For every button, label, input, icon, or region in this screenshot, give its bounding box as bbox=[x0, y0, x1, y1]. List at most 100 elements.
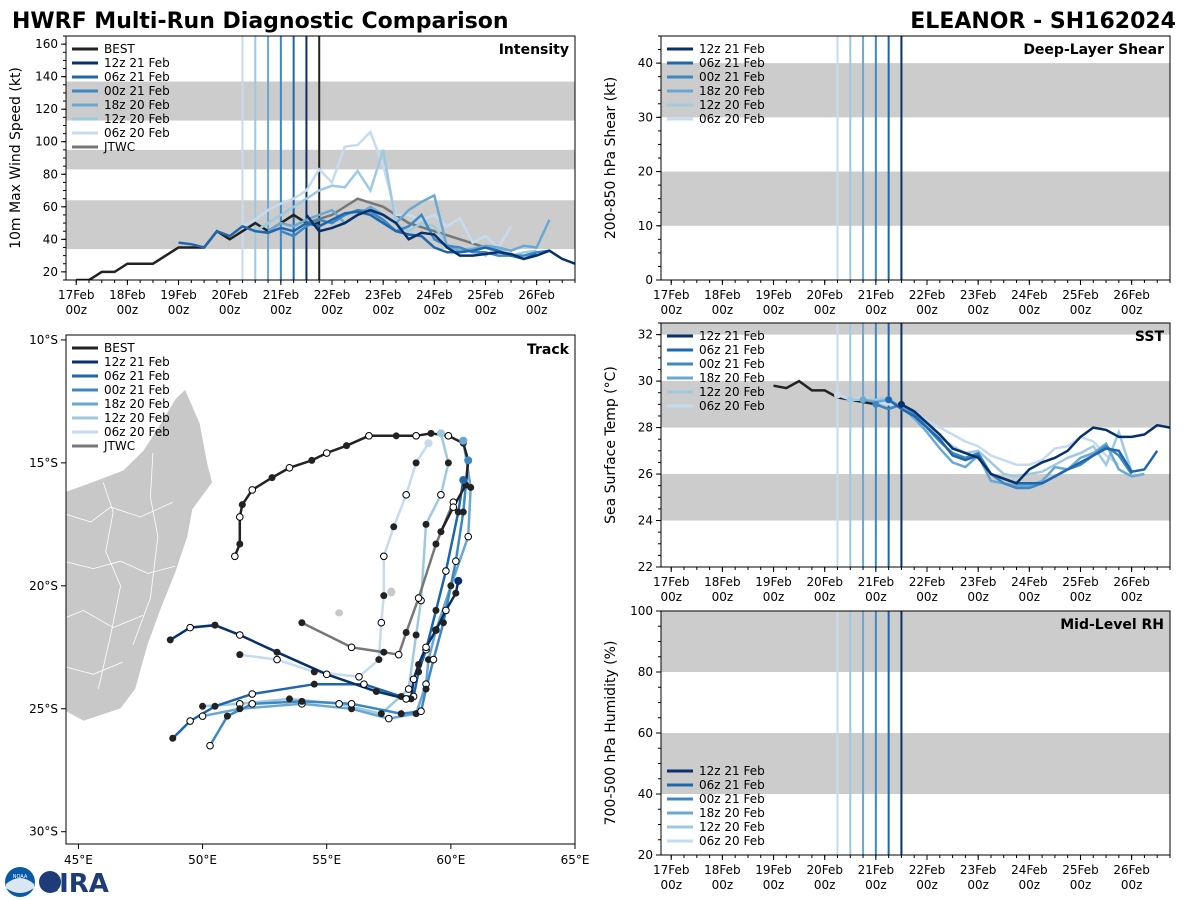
track-marker-solid-run-1 bbox=[432, 606, 440, 614]
shear-xtick-hour: 00z bbox=[814, 303, 836, 317]
track-marker-solid-best bbox=[427, 429, 435, 437]
reunion-island bbox=[335, 609, 344, 617]
track-marker-open-run-5 bbox=[355, 672, 363, 681]
sst-ytick-label: 22 bbox=[638, 560, 653, 574]
sst-ytick-label: 28 bbox=[638, 421, 653, 435]
intensity-xtick-date: 18Feb bbox=[109, 288, 146, 302]
sst-run-series-1 bbox=[887, 398, 1159, 485]
track-marker-open-best bbox=[285, 463, 294, 472]
sst-ytick-label: 32 bbox=[638, 328, 653, 342]
track-init-marker-1 bbox=[459, 476, 468, 485]
intensity-title: Intensity bbox=[499, 42, 569, 58]
sst-xtick-hour: 00z bbox=[1121, 590, 1143, 604]
sst-xtick-date: 19Feb bbox=[755, 575, 792, 589]
legend-label-run-3: 18z 20 Feb bbox=[699, 84, 765, 98]
track-frame bbox=[65, 334, 576, 845]
legend-label-run-3: 18z 20 Feb bbox=[699, 371, 765, 385]
figure-title: HWRF Multi-Run Diagnostic Comparison bbox=[12, 9, 509, 34]
legend-label-best: BEST bbox=[104, 341, 135, 355]
track-marker-solid-jtwc bbox=[298, 619, 306, 627]
rh-xtick-date: 24Feb bbox=[1011, 863, 1048, 877]
intensity-xtick-date: 25Feb bbox=[467, 288, 504, 302]
intensity-xtick-date: 21Feb bbox=[263, 288, 300, 302]
intensity-xtick-hour: 00z bbox=[475, 303, 497, 317]
sst-xtick-date: 17Feb bbox=[653, 575, 690, 589]
rh-panel: 2040608010017Feb00z18Feb00z19Feb00z20Feb… bbox=[603, 604, 1171, 892]
intensity-xtick-date: 20Feb bbox=[211, 288, 248, 302]
rh-xtick-date: 18Feb bbox=[704, 863, 741, 877]
track-marker-open-run-2 bbox=[347, 700, 356, 708]
rh-xtick-date: 21Feb bbox=[858, 863, 895, 877]
track-best-series bbox=[233, 432, 470, 557]
track-marker-solid-run-4 bbox=[412, 631, 420, 639]
admin-border-2 bbox=[66, 609, 144, 629]
intensity-panel: 2040608010012014016017Feb00z18Feb00z19Fe… bbox=[8, 35, 576, 317]
shear-panel: 01020304017Feb00z18Feb00z19Feb00z20Feb00… bbox=[603, 35, 1171, 317]
sst-xtick-date: 20Feb bbox=[806, 575, 843, 589]
rh-xtick-hour: 00z bbox=[763, 878, 785, 892]
intensity-xtick-date: 23Feb bbox=[365, 288, 402, 302]
rh-xtick-date: 17Feb bbox=[653, 863, 690, 877]
rh-ytick-label: 20 bbox=[638, 848, 653, 862]
intensity-xtick-date: 17Feb bbox=[58, 288, 95, 302]
track-marker-open-run-0 bbox=[402, 695, 410, 703]
legend-label-run-2: 00z 21 Feb bbox=[699, 357, 765, 371]
intensity-run-series-3 bbox=[267, 193, 551, 253]
track-marker-open-best bbox=[365, 432, 373, 440]
track-marker-solid-run-0 bbox=[452, 589, 460, 597]
track-init-marker-2 bbox=[464, 456, 473, 465]
track-marker-solid-run-1 bbox=[415, 668, 423, 676]
rh-xtick-hour: 00z bbox=[1121, 878, 1143, 892]
track-marker-open-run-5 bbox=[380, 552, 388, 561]
mauritius-island bbox=[387, 587, 396, 597]
rh-xtick-hour: 00z bbox=[712, 878, 734, 892]
rh-xtick-date: 19Feb bbox=[755, 863, 792, 877]
sst-init-marker-1 bbox=[885, 396, 893, 404]
track-run-series-5 bbox=[239, 442, 430, 679]
sst-xtick-hour: 00z bbox=[814, 590, 836, 604]
legend-label-run-3: 18z 20 Feb bbox=[104, 397, 170, 411]
track-marker-open-run-4 bbox=[437, 491, 445, 499]
track-xtick-label: 50°E bbox=[188, 853, 217, 867]
legend-label-run-1: 06z 21 Feb bbox=[699, 778, 765, 792]
rh-ytick-label: 100 bbox=[630, 604, 653, 618]
rh-ytick-label: 60 bbox=[638, 726, 653, 740]
rh-band-0 bbox=[661, 733, 1170, 794]
intensity-ytick-label: 100 bbox=[35, 135, 58, 149]
rh-ytick-label: 80 bbox=[638, 665, 653, 679]
intensity-xtick-date: 19Feb bbox=[160, 288, 197, 302]
legend-label-run-1: 06z 21 Feb bbox=[104, 70, 170, 84]
legend-label-run-2: 00z 21 Feb bbox=[104, 383, 170, 397]
legend-label-run-5: 06z 20 Feb bbox=[699, 834, 765, 848]
sst-init-marker-4 bbox=[846, 396, 854, 404]
legend-label-run-2: 00z 21 Feb bbox=[104, 84, 170, 98]
track-marker-solid-run-2 bbox=[459, 508, 467, 516]
sst-init-marker-2 bbox=[872, 400, 880, 408]
track-marker-solid-run-4 bbox=[444, 459, 452, 467]
track-marker-solid-best bbox=[308, 456, 316, 464]
legend-label-run-0: 12z 21 Feb bbox=[104, 355, 170, 369]
track-jtwc-series bbox=[301, 501, 455, 657]
cira-logo-icon bbox=[39, 871, 61, 893]
sst-ytick-label: 30 bbox=[638, 374, 653, 388]
sst-xtick-hour: 00z bbox=[763, 590, 785, 604]
shear-ytick-label: 30 bbox=[638, 110, 653, 124]
rh-xtick-date: 20Feb bbox=[806, 863, 843, 877]
intensity-ytick-label: 120 bbox=[35, 102, 58, 116]
shear-xtick-date: 22Feb bbox=[909, 288, 946, 302]
track-marker-solid-run-5 bbox=[412, 459, 420, 467]
track-marker-open-run-5 bbox=[402, 491, 410, 499]
sst-run-series-5 bbox=[837, 393, 1120, 467]
legend-label-run-1: 06z 21 Feb bbox=[699, 343, 765, 357]
track-marker-solid-jtwc bbox=[402, 629, 410, 637]
rh-plot-area bbox=[661, 611, 1170, 855]
intensity-band-2 bbox=[66, 81, 575, 121]
legend-label-run-3: 18z 20 Feb bbox=[104, 98, 170, 112]
intensity-xtick-date: 22Feb bbox=[314, 288, 351, 302]
track-marker-solid-best bbox=[238, 501, 246, 509]
rh-title: Mid-Level RH bbox=[1060, 617, 1164, 633]
track-marker-solid-run-2 bbox=[223, 712, 231, 720]
